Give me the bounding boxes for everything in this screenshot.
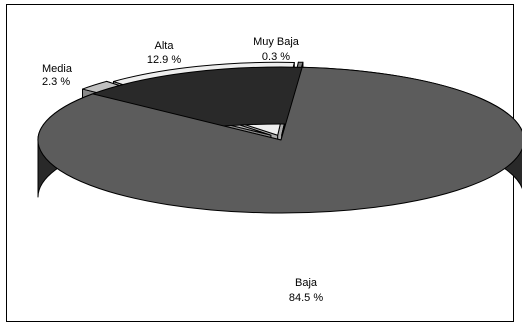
label-muy-baja: Muy Baja 0.3 % [253,36,300,63]
label-muy-baja-value: 0.3 % [262,51,290,63]
label-media-name: Media [42,63,73,75]
label-alta-value: 12.9 % [147,54,181,66]
slice-baja [37,66,522,214]
label-media: Media 2.3 % [42,63,73,88]
label-media-value: 2.3 % [42,76,70,88]
label-muy-baja-name: Muy Baja [253,36,300,48]
slices-layer [37,61,522,214]
slice-baja-top [37,66,522,214]
label-baja-value: 84.5 % [289,292,323,304]
label-alta-name: Alta [155,40,175,52]
label-baja: Baja 84.5 % [289,277,323,304]
label-alta: Alta 12.9 % [147,40,181,66]
label-baja-name: Baja [295,277,318,289]
